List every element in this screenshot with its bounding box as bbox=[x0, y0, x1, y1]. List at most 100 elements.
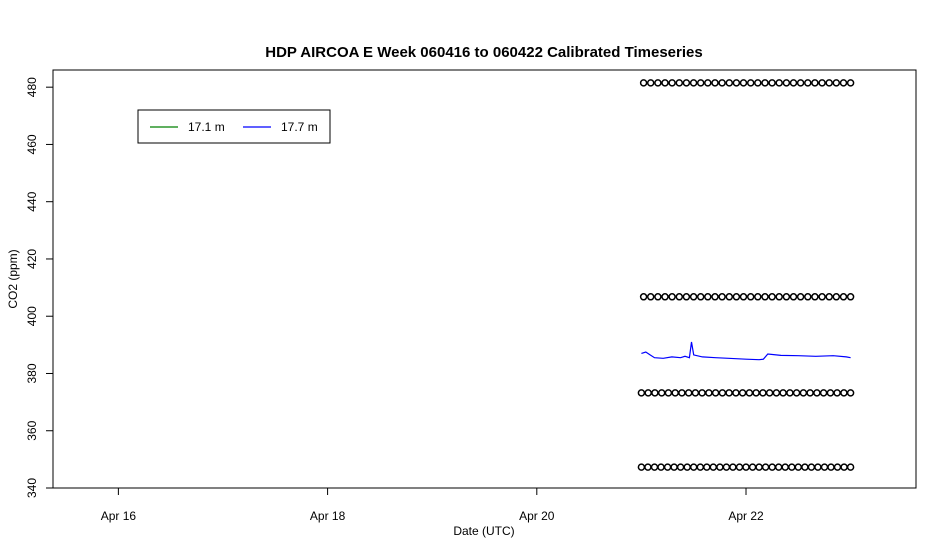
data-point bbox=[804, 293, 812, 301]
data-point bbox=[637, 463, 646, 471]
data-point bbox=[729, 463, 737, 471]
data-point bbox=[775, 293, 783, 301]
data-point bbox=[689, 79, 698, 87]
data-point bbox=[818, 79, 826, 87]
data-point bbox=[670, 463, 678, 471]
data-point bbox=[644, 389, 652, 397]
data-point bbox=[691, 389, 700, 397]
data-point bbox=[698, 389, 706, 397]
data-point bbox=[796, 293, 805, 301]
data-point bbox=[833, 389, 841, 397]
data-point bbox=[752, 389, 760, 397]
data-point bbox=[846, 463, 855, 471]
data-point bbox=[846, 389, 855, 397]
data-point bbox=[839, 293, 848, 301]
data-point bbox=[754, 293, 762, 301]
data-point bbox=[782, 79, 791, 87]
data-point bbox=[789, 79, 798, 87]
data-point bbox=[725, 293, 734, 301]
data-point bbox=[832, 293, 841, 301]
data-point bbox=[745, 389, 754, 397]
data-point bbox=[801, 463, 809, 471]
series-line-17-7m bbox=[641, 341, 851, 361]
data-point bbox=[664, 389, 673, 397]
data-point bbox=[646, 293, 655, 301]
data-point bbox=[671, 389, 679, 397]
data-point bbox=[779, 389, 787, 397]
y-tick-label: 400 bbox=[25, 306, 39, 326]
data-point bbox=[754, 79, 762, 87]
data-point bbox=[839, 79, 848, 87]
data-point bbox=[689, 463, 698, 471]
data-point bbox=[761, 79, 769, 87]
y-tick-label: 360 bbox=[25, 420, 39, 440]
data-point bbox=[818, 293, 826, 301]
data-point bbox=[663, 463, 672, 471]
data-point bbox=[709, 463, 718, 471]
data-point bbox=[678, 389, 686, 397]
data-point bbox=[806, 389, 814, 397]
data-point bbox=[661, 79, 669, 87]
x-axis: Apr 16 Apr 18 Apr 20 Apr 22 bbox=[101, 488, 764, 523]
data-point bbox=[725, 79, 734, 87]
x-tick-label: Apr 16 bbox=[101, 509, 137, 523]
data-point bbox=[846, 79, 855, 87]
x-tick-label: Apr 20 bbox=[519, 509, 555, 523]
plot-area-frame bbox=[52, 69, 917, 489]
data-point bbox=[725, 389, 733, 397]
data-point bbox=[748, 463, 757, 471]
data-point bbox=[711, 293, 719, 301]
data-point bbox=[696, 79, 705, 87]
data-point bbox=[718, 389, 727, 397]
data-point bbox=[654, 79, 662, 87]
data-point bbox=[781, 463, 789, 471]
point-markers bbox=[637, 79, 855, 471]
data-point bbox=[739, 79, 748, 87]
data-point bbox=[682, 293, 691, 301]
data-point bbox=[768, 293, 776, 301]
y-tick-label: 420 bbox=[25, 249, 39, 269]
data-point bbox=[657, 463, 665, 471]
data-point bbox=[759, 389, 767, 397]
data-point bbox=[732, 293, 741, 301]
data-point bbox=[827, 463, 835, 471]
data-point bbox=[711, 389, 720, 397]
data-point bbox=[722, 463, 731, 471]
data-point bbox=[746, 293, 755, 301]
legend-label: 17.7 m bbox=[281, 120, 318, 134]
data-point bbox=[639, 293, 648, 301]
data-point bbox=[786, 389, 794, 397]
x-axis-label: Date (UTC) bbox=[453, 524, 514, 538]
data-point bbox=[732, 79, 741, 87]
data-point bbox=[639, 79, 648, 87]
data-point bbox=[819, 389, 828, 397]
data-point bbox=[813, 389, 821, 397]
data-point bbox=[832, 79, 841, 87]
legend-label: 17.1 m bbox=[188, 120, 225, 134]
data-point bbox=[661, 293, 669, 301]
data-point bbox=[739, 293, 748, 301]
data-point bbox=[718, 293, 726, 301]
data-point bbox=[807, 463, 816, 471]
data-point bbox=[788, 463, 796, 471]
data-point bbox=[684, 389, 693, 397]
data-point bbox=[782, 293, 791, 301]
data-point bbox=[651, 389, 659, 397]
data-point bbox=[840, 389, 848, 397]
data-point bbox=[825, 79, 833, 87]
data-point bbox=[735, 463, 744, 471]
data-point bbox=[811, 293, 819, 301]
data-point bbox=[814, 463, 822, 471]
data-point bbox=[820, 463, 829, 471]
data-point bbox=[738, 389, 747, 397]
data-point bbox=[689, 293, 698, 301]
y-tick-label: 340 bbox=[25, 478, 39, 498]
y-axis-label: CO2 (ppm) bbox=[6, 249, 20, 308]
y-tick-label: 380 bbox=[25, 363, 39, 383]
x-tick-label: Apr 22 bbox=[728, 509, 764, 523]
data-point bbox=[840, 463, 848, 471]
data-point bbox=[654, 293, 662, 301]
data-point bbox=[711, 79, 719, 87]
data-point bbox=[799, 389, 808, 397]
